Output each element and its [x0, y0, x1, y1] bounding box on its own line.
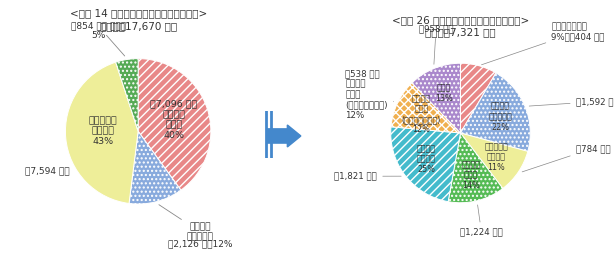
Text: 【784 件】: 【784 件】 — [522, 144, 610, 172]
Text: 【854 件】 その他: 【854 件】 その他 — [71, 21, 126, 56]
Wedge shape — [115, 59, 138, 131]
Wedge shape — [460, 63, 496, 133]
Text: 不法簡易
無線局
(パーソナル除く)
12%: 不法簡易 無線局 (パーソナル除く) 12% — [402, 94, 441, 134]
Wedge shape — [391, 83, 460, 133]
Text: 【2,126 件】12%: 【2,126 件】12% — [168, 240, 232, 249]
Wedge shape — [66, 62, 138, 204]
Text: 不法市民ラジオ
9%　【404 件】: 不法市民ラジオ 9% 【404 件】 — [481, 22, 605, 65]
Text: 【958 件】: 【958 件】 — [419, 24, 453, 64]
Text: 不法パーソ
ナル無線
43%: 不法パーソ ナル無線 43% — [89, 116, 118, 146]
Text: 【総計：7,321 件】: 【総計：7,321 件】 — [425, 27, 496, 37]
Wedge shape — [460, 73, 530, 151]
Text: 【総計：17,670 件】: 【総計：17,670 件】 — [99, 21, 177, 31]
Wedge shape — [460, 133, 528, 189]
Text: 【1,592 件】: 【1,592 件】 — [529, 97, 614, 106]
Text: 不法パーソ
ナル無線
11%: 不法パーソ ナル無線 11% — [484, 142, 508, 172]
Text: 【538 件】
不法簡易
無線局
(パーソナル除く)
12%: 【538 件】 不法簡易 無線局 (パーソナル除く) 12% — [345, 69, 394, 120]
Text: 不法特定
船舶局
14%: 不法特定 船舶局 14% — [461, 160, 480, 190]
Text: 【7,594 件】: 【7,594 件】 — [25, 167, 70, 176]
Wedge shape — [129, 131, 181, 204]
Text: 【1,821 件】: 【1,821 件】 — [335, 172, 401, 181]
Wedge shape — [138, 59, 211, 190]
Text: その他
13%: その他 13% — [435, 83, 453, 103]
Text: <平成 14 年度における不法無線局の内訳>: <平成 14 年度における不法無線局の内訳> — [69, 9, 207, 19]
Wedge shape — [412, 63, 460, 133]
Wedge shape — [391, 127, 460, 202]
Text: 不法アマ
チュア無線: 不法アマ チュア無線 — [159, 205, 214, 241]
Text: 外国規格
無線機器
25%: 外国規格 無線機器 25% — [417, 144, 435, 174]
Text: 5%: 5% — [91, 31, 106, 40]
Text: 不法アマ
チュア無線
22%: 不法アマ チュア無線 22% — [489, 102, 513, 132]
Text: <平成 26 年度における不法無線局の内訳>: <平成 26 年度における不法無線局の内訳> — [392, 15, 529, 25]
Wedge shape — [448, 133, 503, 203]
Text: 【1,224 件】: 【1,224 件】 — [460, 205, 503, 236]
Text: 【7,096 件】
不法市民
ラジオ
40%: 【7,096 件】 不法市民 ラジオ 40% — [150, 99, 198, 140]
